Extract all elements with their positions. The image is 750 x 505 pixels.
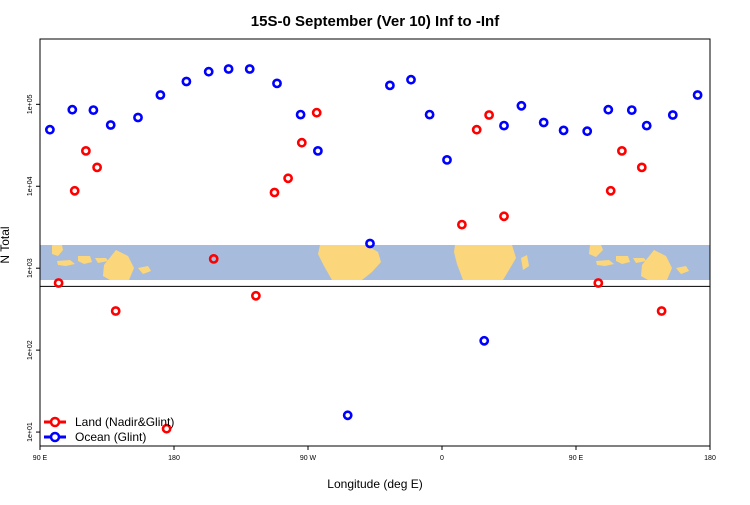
ocean-point-4: [133, 112, 143, 123]
land-point-0: [53, 278, 64, 288]
land-point-12: [456, 219, 467, 230]
x-axis-label: Longitude (deg E): [327, 477, 422, 491]
land-point-8: [269, 187, 280, 198]
world-map-band: [40, 245, 710, 280]
land-point-20: [656, 306, 667, 316]
legend-land-label: Land (Nadir&Glint): [75, 415, 174, 429]
land-point-16: [593, 278, 604, 288]
legend-item-ocean: Ocean (Glint): [44, 430, 146, 444]
y-tick-label-3: 1e+04: [27, 176, 34, 196]
land-point-10: [296, 137, 307, 148]
ocean-point-15: [384, 80, 395, 91]
ocean-point-18: [442, 154, 452, 165]
land-point-9: [283, 173, 293, 184]
legend-land-marker: [49, 416, 61, 428]
map-land: [52, 245, 689, 280]
y-tick-label-0: 1e+01: [27, 422, 34, 442]
x-tick-label-0: 90 E: [33, 455, 48, 462]
ocean-point-26: [626, 105, 637, 115]
ocean-point-28: [667, 110, 678, 120]
land-point-14: [484, 110, 494, 120]
x-axis: 90 E 180 90 W 0 90 E 180: [33, 446, 716, 462]
plot-frame: [39, 38, 711, 447]
ocean-point-27: [641, 120, 652, 131]
land-point-2: [81, 145, 91, 156]
ocean-point-1: [67, 104, 78, 115]
ocean-point-0: [45, 124, 55, 135]
x-tick-label-4: 90 E: [569, 455, 584, 462]
land-point-15: [499, 211, 509, 222]
land-point-19: [636, 162, 647, 173]
land-point-4: [110, 306, 121, 316]
ocean-point-5: [155, 90, 166, 100]
land-point-13: [471, 124, 482, 135]
ocean-point-2: [88, 105, 99, 115]
ocean-point-14: [365, 238, 375, 249]
land-point-7: [250, 290, 261, 301]
ocean-point-3: [105, 120, 116, 130]
ocean-point-10: [272, 78, 282, 89]
ocean-point-23: [558, 125, 569, 136]
x-tick-label-5: 180: [704, 455, 716, 462]
land-point-6: [208, 253, 219, 264]
ocean-point-8: [223, 64, 234, 74]
chart-title: 15S-0 September (Ver 10) Inf to -Inf: [251, 13, 500, 30]
ocean-point-13: [342, 410, 353, 421]
data-points: [45, 64, 703, 434]
legend-ocean-marker: [49, 431, 61, 443]
y-tick-label-2: 1e+03: [27, 258, 34, 278]
legend: Land (Nadir&Glint) Ocean (Glint): [44, 415, 174, 444]
ocean-point-21: [516, 100, 527, 111]
land-point-11: [311, 107, 322, 118]
land-point-1: [69, 185, 80, 196]
ocean-point-17: [424, 109, 435, 120]
ocean-point-6: [181, 76, 192, 87]
ocean-point-29: [692, 90, 703, 100]
y-axis-label: N Total: [0, 226, 12, 263]
x-tick-label-3: 0: [440, 455, 444, 462]
ocean-point-16: [406, 74, 416, 85]
ocean-point-7: [203, 66, 214, 77]
ocean-point-20: [499, 120, 509, 131]
y-axis: 1e+01 1e+02 1e+03 1e+04 1e+05: [27, 94, 40, 442]
land-point-5: [161, 423, 172, 434]
ocean-point-9: [244, 64, 255, 74]
ocean-point-24: [582, 126, 593, 137]
legend-item-land: Land (Nadir&Glint): [44, 415, 174, 429]
ocean-point-22: [538, 117, 549, 128]
x-tick-label-2: 90 W: [300, 455, 317, 462]
legend-ocean-label: Ocean (Glint): [75, 430, 146, 444]
ocean-point-12: [312, 145, 323, 156]
land-point-3: [92, 162, 102, 173]
y-tick-label-4: 1e+05: [27, 94, 34, 114]
land-point-17: [605, 185, 616, 196]
ocean-point-19: [479, 335, 490, 346]
x-tick-label-1: 180: [168, 455, 180, 462]
y-tick-label-1: 1e+02: [27, 340, 34, 360]
land-point-18: [617, 145, 627, 156]
ocean-point-11: [295, 109, 306, 120]
ocean-point-25: [603, 104, 614, 115]
